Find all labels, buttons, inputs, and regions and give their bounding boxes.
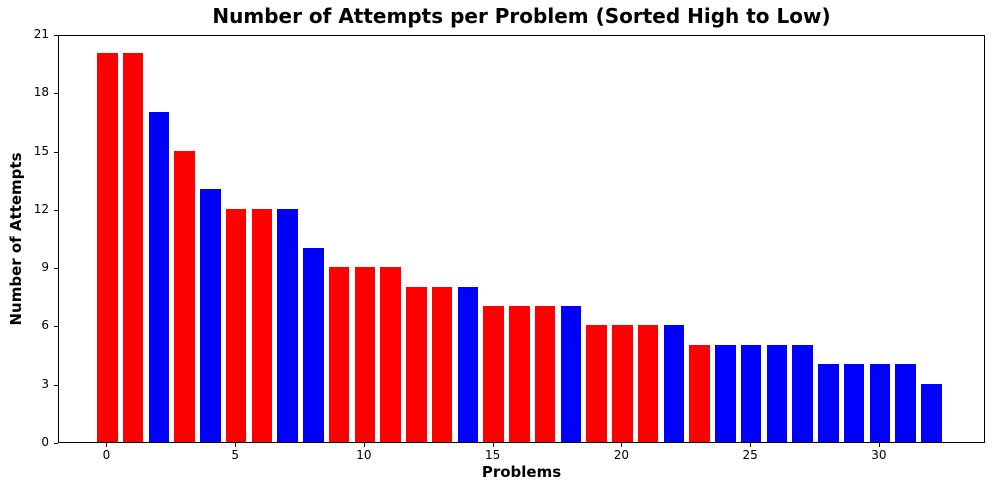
bar-problem-24	[715, 344, 736, 442]
y-axis-label: Number of Attempts	[7, 152, 25, 326]
y-tick-mark	[54, 209, 58, 211]
y-tick-label: 12	[33, 201, 49, 216]
x-tick-mark	[621, 443, 623, 447]
x-tick-label: 15	[485, 448, 501, 462]
bar-problem-29	[843, 364, 865, 442]
x-tick-label: 5	[231, 448, 239, 462]
bar-problem-4	[200, 189, 221, 442]
x-tick-label: 10	[356, 448, 372, 462]
y-tick-label: 15	[33, 143, 49, 158]
bar-problem-22	[663, 325, 685, 442]
y-tick-mark	[54, 151, 58, 153]
y-tick-label: 18	[33, 85, 49, 100]
bar-problem-32	[921, 383, 942, 442]
bar-problem-26	[766, 344, 788, 442]
bar-problem-11	[380, 267, 401, 442]
bar-problem-15	[483, 306, 504, 442]
bar-problem-28	[818, 364, 839, 442]
x-tick-mark	[235, 443, 237, 447]
bar-problem-16	[509, 306, 530, 442]
chart-title: Number of Attempts per Problem (Sorted H…	[212, 4, 831, 28]
y-tick-label: 21	[33, 27, 49, 41]
bar-problem-30	[869, 364, 891, 442]
bar-problem-17	[534, 306, 556, 442]
bar-problem-3	[174, 150, 195, 442]
x-axis-label: Problems	[481, 463, 562, 481]
bar-problem-31	[895, 364, 916, 442]
bar-problem-23	[689, 344, 710, 442]
bar-problem-12	[406, 286, 427, 442]
x-tick-mark	[363, 443, 365, 447]
bar-problem-2	[148, 111, 170, 442]
x-tick-label: 30	[871, 448, 887, 462]
bar-problem-20	[612, 325, 633, 442]
bar-problem-19	[586, 325, 607, 442]
plot-area	[58, 35, 985, 443]
bar-problem-21	[637, 325, 659, 442]
y-tick-mark	[54, 35, 58, 36]
y-tick-mark	[54, 443, 58, 444]
y-tick-label: 0	[41, 435, 49, 449]
y-tick-label: 9	[41, 260, 49, 275]
bar-problem-1	[122, 53, 144, 442]
bar-problem-5	[225, 208, 247, 442]
y-tick-label: 6	[41, 318, 49, 333]
x-tick-mark	[492, 443, 494, 447]
x-tick-mark	[878, 443, 880, 447]
x-tick-label: 25	[742, 448, 758, 462]
bar-problem-10	[354, 267, 376, 442]
bar-problem-27	[792, 344, 813, 442]
bar-problem-6	[251, 208, 273, 442]
x-tick-mark	[106, 443, 108, 447]
bar-problem-18	[560, 306, 582, 442]
bar-problem-0	[97, 53, 118, 442]
bar-problem-14	[457, 286, 479, 442]
bar-problem-13	[431, 286, 453, 442]
y-tick-mark	[54, 268, 58, 270]
bar-problem-8	[303, 247, 324, 442]
bar-problem-25	[740, 344, 762, 442]
y-tick-mark	[54, 384, 58, 386]
y-tick-mark	[54, 326, 58, 328]
bar-problem-7	[277, 208, 298, 442]
x-tick-mark	[750, 443, 752, 447]
x-tick-label: 20	[613, 448, 630, 462]
y-tick-label: 3	[41, 376, 49, 391]
y-tick-mark	[54, 93, 58, 95]
bar-problem-9	[328, 267, 350, 442]
x-tick-label: 0	[102, 448, 111, 462]
